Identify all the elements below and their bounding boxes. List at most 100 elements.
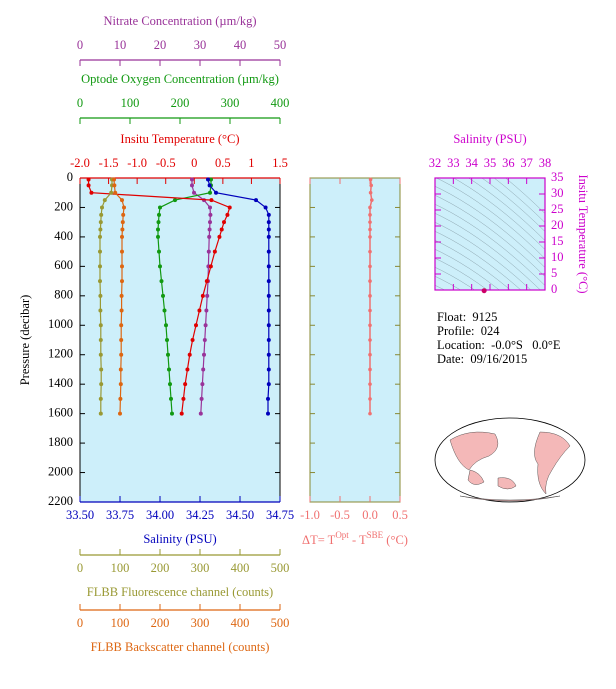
y-tick-label: 1000 [48, 317, 73, 331]
profile-point [98, 338, 103, 342]
profile-point [120, 220, 125, 225]
contour [435, 186, 545, 268]
profile-point [209, 198, 214, 203]
x-tick-label: 0 [191, 156, 197, 170]
profile-point [266, 279, 271, 284]
y-tick-label: 10 [551, 250, 564, 264]
profile-point [122, 205, 126, 210]
profile-point [120, 198, 124, 203]
x-tick-label: -1.0 [127, 156, 147, 170]
x-axis-title: Optode Oxygen Concentration (µm/kg) [81, 72, 279, 86]
profile-point [89, 190, 94, 195]
contour [435, 213, 541, 290]
x-tick-label: 33.50 [66, 508, 94, 522]
profile-point [266, 352, 271, 357]
profile-point [266, 249, 271, 254]
x-tick-label: -1.0 [300, 508, 320, 522]
profile-point [266, 323, 271, 328]
profile-point [98, 396, 103, 401]
contour [436, 178, 545, 259]
profile-point [206, 177, 210, 182]
ts-point [481, 288, 487, 294]
delta-point [368, 308, 372, 313]
profile-point [98, 264, 102, 269]
x-tick-label: 30 [194, 38, 207, 52]
profile-point [118, 396, 123, 401]
profile-point [179, 411, 184, 416]
x-tick-label: 0 [77, 38, 83, 52]
x-axis-title: FLBB Backscatter channel (counts) [91, 640, 270, 654]
x-tick-label: 0.5 [392, 508, 408, 522]
delta-point [368, 205, 372, 210]
profile-point [209, 177, 213, 182]
x-axis-title-part: (°C) [383, 533, 408, 547]
profile-point [161, 293, 165, 298]
profile-point [156, 234, 160, 239]
x-tick-label: 32 [429, 156, 442, 170]
x-tick-label: 300 [191, 616, 210, 630]
x-tick-label: 500 [271, 616, 290, 630]
delta-point [368, 338, 372, 342]
profile-point [227, 205, 232, 210]
profile-point [208, 190, 212, 195]
x-tick-label: 36 [502, 156, 515, 170]
profile-point [168, 382, 172, 387]
y-axis-title: Pressure (decibar) [18, 295, 32, 386]
profile-point [120, 249, 124, 254]
x-tick-label: 37 [520, 156, 533, 170]
profile-point [98, 220, 103, 225]
x-tick-label: 40 [234, 38, 247, 52]
profile-point [201, 367, 206, 372]
delta-point [368, 190, 373, 195]
x-tick-label: 100 [111, 616, 130, 630]
density-contours [435, 178, 545, 290]
profile-point [98, 249, 102, 254]
x-tick-label: 300 [221, 96, 240, 110]
profile-point [183, 382, 188, 387]
profile-point [200, 382, 205, 387]
contour [435, 204, 545, 286]
delta-point [368, 382, 372, 386]
delta-point [368, 279, 372, 283]
profile-point [86, 177, 91, 182]
profile-point [190, 338, 195, 342]
delta-point [368, 411, 372, 416]
profile-point [99, 382, 104, 387]
delta-point [370, 198, 374, 202]
profile-point [208, 205, 212, 210]
profile-point [119, 308, 124, 313]
profile-point [204, 308, 209, 313]
profile-point [212, 249, 217, 254]
profile-point [166, 352, 170, 357]
profile-point [119, 323, 124, 328]
float-id: Float: 9125 [437, 310, 497, 324]
profile-point [118, 411, 122, 416]
profile-point [169, 396, 173, 401]
profile-point [185, 367, 190, 372]
y-tick-label: 400 [54, 229, 73, 243]
profile-point [102, 198, 107, 203]
x-tick-label: 34.25 [186, 508, 214, 522]
x-tick-label: 34.00 [146, 508, 174, 522]
profile-point [266, 293, 271, 298]
x-tick-label: 34 [465, 156, 478, 170]
delta-point [368, 235, 372, 239]
profile-point [197, 308, 202, 313]
date: Date: 09/16/2015 [437, 352, 527, 366]
y-tick-label: 800 [54, 288, 73, 302]
contour [435, 240, 511, 290]
profile-point [266, 308, 271, 313]
profile-point [156, 227, 160, 232]
profile-point [202, 352, 206, 357]
x-tick-label: -2.0 [70, 156, 90, 170]
y-tick-label: 2000 [48, 464, 73, 478]
delta-point [368, 397, 372, 401]
contour [468, 178, 545, 241]
x-axis-title: Salinity (PSU) [143, 532, 216, 546]
x-tick-label: 400 [231, 561, 250, 575]
profile-point [214, 190, 218, 195]
profile-point [266, 220, 271, 225]
contour [481, 178, 545, 232]
profile-point [109, 190, 114, 195]
